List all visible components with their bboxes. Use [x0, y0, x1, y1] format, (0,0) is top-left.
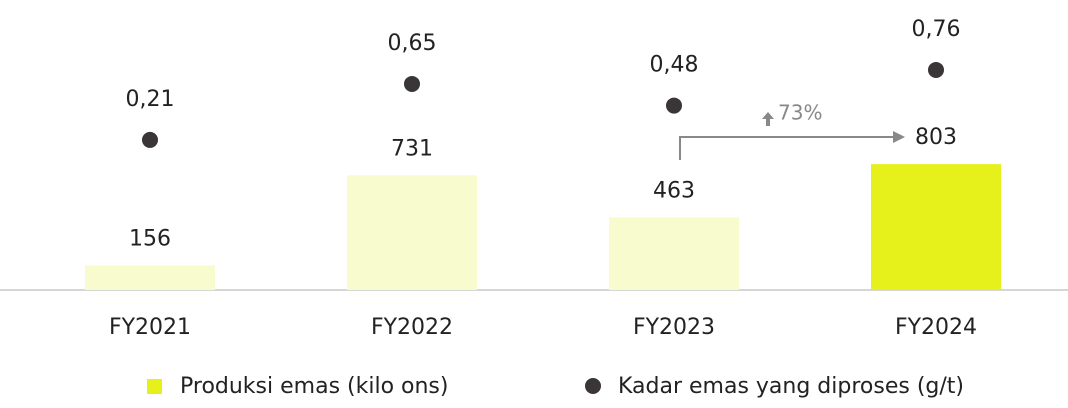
- up-icon: [762, 112, 774, 126]
- x-tick-label: FY2022: [371, 315, 453, 340]
- legend-label: Kadar emas yang diproses (g/t): [618, 374, 964, 399]
- dot: [404, 75, 420, 92]
- dot-label: 0,65: [388, 31, 437, 56]
- legend-swatch: [585, 378, 601, 394]
- arrow-head: [893, 131, 905, 143]
- bar: [609, 217, 739, 290]
- legend-label: Produksi emas (kilo ons): [180, 374, 448, 399]
- bar-label: 803: [915, 125, 957, 150]
- dot: [666, 97, 682, 114]
- bar-label: 156: [129, 227, 171, 252]
- bar: [871, 164, 1001, 290]
- dot-label: 0,76: [912, 17, 961, 42]
- dot-label: 0,21: [126, 87, 175, 112]
- x-tick-label: FY2023: [633, 315, 715, 340]
- annotation: 73%: [778, 101, 822, 125]
- growth-arrow: [679, 136, 895, 160]
- bar-label: 463: [653, 178, 695, 203]
- bar: [85, 265, 215, 290]
- dot-label: 0,48: [650, 53, 699, 78]
- dot: [928, 61, 944, 78]
- dot: [142, 131, 158, 148]
- bar: [347, 175, 477, 290]
- legend-swatch: [147, 379, 162, 394]
- bar-label: 731: [391, 136, 433, 161]
- x-tick-label: FY2021: [109, 315, 191, 340]
- x-tick-label: FY2024: [895, 315, 977, 340]
